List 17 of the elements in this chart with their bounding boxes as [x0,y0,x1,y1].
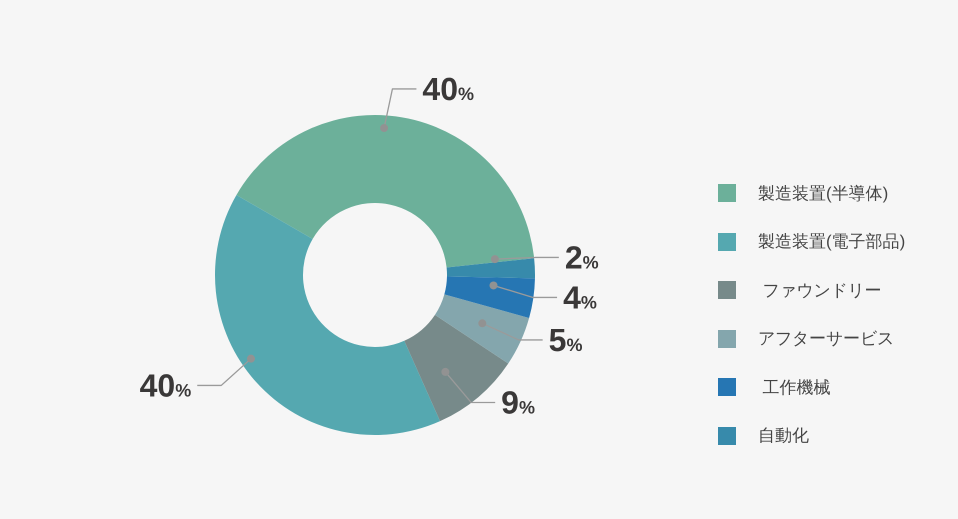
legend-label: 工作機械 [762,376,831,399]
donut-slice [446,258,535,278]
legend-label: 自動化 [758,425,809,448]
legend-label: アフターサービス [758,328,894,350]
data-label: 40% [422,70,474,107]
donut-slice [444,276,535,318]
data-label: 40% [140,367,192,404]
donut-slice [215,195,440,435]
donut-slice [236,115,534,268]
data-label: 5% [548,322,582,358]
legend-label: ファウンドリー [762,280,882,302]
donut-slice [434,294,530,364]
data-label: 2% [564,239,599,276]
data-label: 9% [501,384,535,420]
legend-label: 製造装置(電子部品) [758,231,906,254]
legend-label: 製造装置(半導体) [758,182,888,205]
data-label: 4% [563,279,597,316]
